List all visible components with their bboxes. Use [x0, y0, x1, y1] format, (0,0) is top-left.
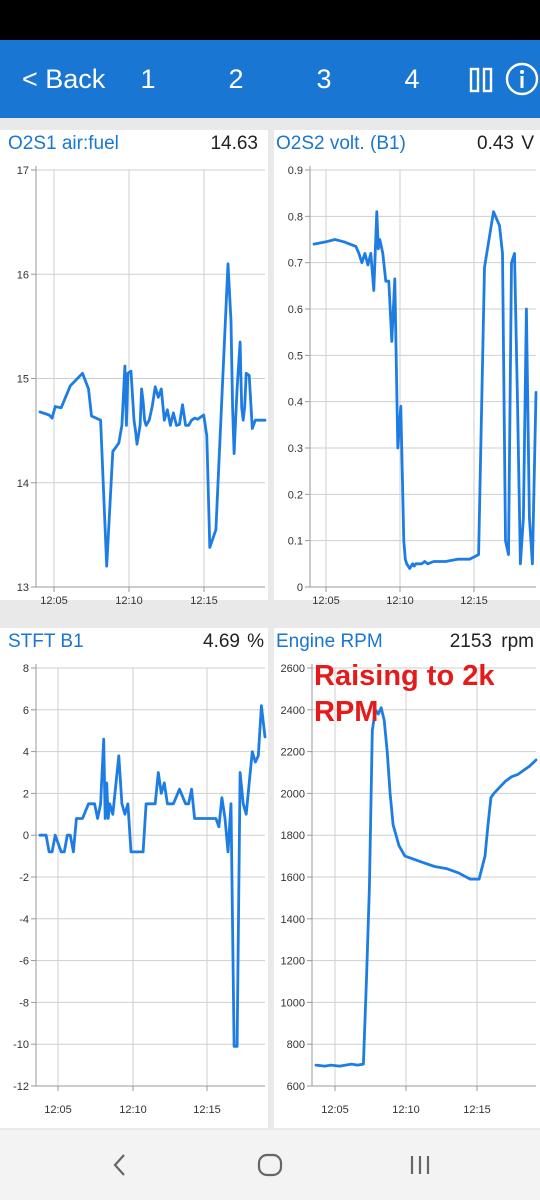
annotation-text: Raising to 2k RPM: [314, 660, 495, 728]
tab-1[interactable]: 1: [140, 64, 156, 94]
panel-title: STFT B1: [8, 631, 84, 652]
series-line: [312, 210, 538, 570]
y-tick-label: 800: [287, 1039, 305, 1051]
panel-value: 14.63: [210, 133, 258, 154]
y-tick-label: 600: [287, 1081, 305, 1093]
x-tick-label: 12:15: [190, 595, 218, 607]
y-tick-label: 2200: [281, 747, 305, 759]
y-tick-label: 1200: [281, 956, 305, 968]
y-tick-label: 1000: [281, 997, 305, 1009]
y-tick-label: 1600: [281, 872, 305, 884]
y-tick-label: 1400: [281, 914, 305, 926]
panel-o2s2-volt: O2S2 volt. (B1) 0.43 V 0 0.1 0.2 0.3 0.4 0.5 0…: [274, 130, 540, 607]
x-tick-label: 12:10: [392, 1104, 420, 1116]
panel-stft-b1: STFT B1 4.69 % -12 -10 -8 -6 -4 -2 0 2 4 6 8 12:05 1…: [0, 628, 268, 1128]
home-icon[interactable]: [250, 1150, 290, 1180]
series-line: [38, 704, 267, 1048]
y-tick-label: -10: [13, 1039, 29, 1051]
x-tick-label: 12:15: [193, 1104, 221, 1116]
x-tick-label: 12:05: [44, 1104, 72, 1116]
y-tick-label: 6: [23, 705, 29, 717]
y-tick-label: 15: [17, 374, 29, 386]
y-tick-label: -8: [19, 997, 29, 1009]
y-tick-label: 2000: [281, 788, 305, 800]
recents-icon[interactable]: [400, 1150, 440, 1180]
y-tick-label: 0.3: [288, 443, 303, 455]
chart-o2s2-volt: 0 0.1 0.2 0.3 0.4 0.5 0.6 0.7 0.8 0.9 12:05 12:10 12…: [288, 165, 538, 607]
panel-title: O2S1 air:fuel: [8, 133, 119, 154]
series-line: [38, 262, 267, 568]
x-tick-label: 12:05: [321, 1104, 349, 1116]
y-tick-label: 0.9: [288, 165, 303, 177]
y-tick-label: 0.6: [288, 304, 303, 316]
panel-unit: V: [521, 133, 534, 154]
y-tick-label: 13: [17, 582, 29, 594]
chart-stft-b1: -12 -10 -8 -6 -4 -2 0 2 4 6 8 12:05 12:10 12:15: [13, 663, 267, 1116]
y-tick-label: 2600: [281, 663, 305, 675]
system-nav-bar: [0, 1130, 540, 1200]
y-tick-label: 17: [17, 165, 29, 177]
y-tick-label: 16: [17, 269, 29, 281]
info-icon[interactable]: [505, 62, 539, 96]
app-bar: < Back 1 2 3 4: [0, 40, 540, 118]
panel-o2s1-air-fuel: O2S1 air:fuel 14.63 13 14 15 16 17 12:05 12:10…: [0, 130, 268, 607]
tab-3[interactable]: 3: [316, 64, 332, 94]
x-tick-label: 12:10: [115, 595, 143, 607]
chart-o2s1-air-fuel: 13 14 15 16 17 12:05 12:10 12:15: [17, 165, 267, 607]
panel-unit: rpm: [501, 631, 534, 652]
panel-value: 2153: [449, 631, 492, 652]
y-tick-label: 0: [23, 830, 29, 842]
x-tick-label: 12:10: [119, 1104, 147, 1116]
pause-icon[interactable]: [467, 66, 495, 94]
y-tick-label: 0.4: [288, 397, 303, 409]
x-tick-label: 12:15: [463, 1104, 491, 1116]
back-button[interactable]: < Back: [22, 64, 106, 94]
series-line: [314, 706, 538, 1068]
panel-value: 0.43: [477, 133, 514, 154]
tab-4[interactable]: 4: [404, 64, 420, 94]
y-tick-label: 4: [23, 747, 29, 759]
y-tick-label: -2: [19, 872, 29, 884]
y-tick-label: 0.1: [288, 536, 303, 548]
y-tick-label: 0.2: [288, 489, 303, 501]
panel-unit: %: [247, 631, 264, 652]
x-tick-label: 12:10: [386, 595, 414, 607]
tab-2[interactable]: 2: [228, 64, 244, 94]
back-icon[interactable]: [100, 1150, 140, 1180]
y-tick-label: -4: [19, 914, 29, 926]
chart-engine-rpm: 600 800 1000 1200 1400 1600 1800 2000 2200 2400 26…: [281, 663, 538, 1116]
y-tick-label: 2: [23, 788, 29, 800]
x-tick-label: 12:05: [312, 595, 340, 607]
panel-engine-rpm: Engine RPM 2153 rpm 600 800 1000 1200 1400 16…: [274, 628, 540, 1128]
panel-title: O2S2 volt. (B1): [276, 133, 406, 154]
y-tick-label: 8: [23, 663, 29, 675]
status-bar: [0, 0, 540, 40]
y-tick-label: 0.5: [288, 350, 303, 362]
y-tick-label: -6: [19, 956, 29, 968]
y-tick-label: 1800: [281, 830, 305, 842]
panel-value: 4.69: [203, 631, 240, 652]
y-tick-label: 0.8: [288, 211, 303, 223]
y-tick-label: -12: [13, 1081, 29, 1093]
y-tick-label: 0: [297, 582, 303, 594]
y-tick-label: 0.7: [288, 258, 303, 270]
y-tick-label: 2400: [281, 705, 305, 717]
panel-title: Engine RPM: [276, 631, 383, 652]
y-tick-label: 14: [17, 478, 29, 490]
x-tick-label: 12:05: [40, 595, 68, 607]
x-tick-label: 12:15: [460, 595, 488, 607]
